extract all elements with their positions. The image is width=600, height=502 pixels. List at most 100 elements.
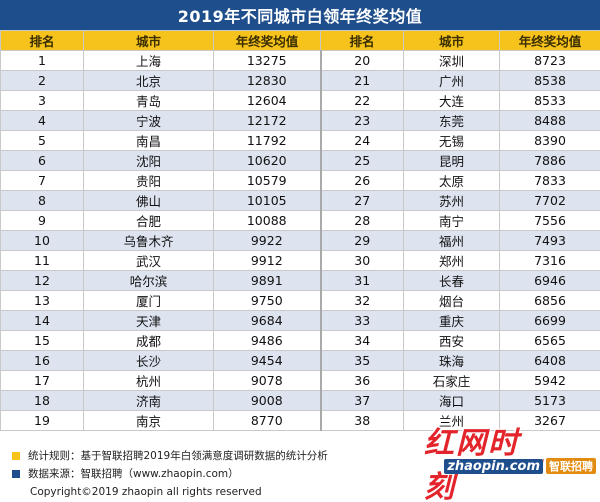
rank-cell-left: 15	[0, 330, 84, 351]
bonus-cell-left: 10579	[213, 170, 321, 191]
table-row: 5 南昌 11792 24 无锡 8390	[0, 130, 600, 151]
bonus-cell-right: 8533	[499, 90, 600, 111]
zhaopin-logo-cn: 智联招聘	[546, 458, 596, 474]
table-row: 1 上海 13275 20 深圳 8723	[0, 50, 600, 71]
bonus-cell-right: 5942	[499, 370, 600, 391]
blue-square-icon	[12, 469, 20, 478]
table-header-row: 排名 城市 年终奖均值 排名 城市 年终奖均值	[0, 30, 600, 51]
table-row: 19 南京 8770 38 兰州 3267	[0, 410, 600, 431]
table-row: 18 济南 9008 37 海口 5173	[0, 390, 600, 411]
bonus-cell-left: 10620	[213, 150, 321, 171]
rank-cell-left: 2	[0, 70, 84, 91]
header-bonus-right: 年终奖均值	[499, 30, 600, 51]
source-note-text: 数据来源：智联招聘（www.zhaopin.com）	[28, 468, 239, 480]
bonus-cell-right: 6699	[499, 310, 600, 331]
city-cell-right: 海口	[403, 390, 500, 411]
city-cell-left: 佛山	[83, 190, 214, 211]
rank-cell-right: 24	[319, 130, 404, 151]
copyright-text: Copyright©2019 zhaopin all rights reserv…	[30, 486, 262, 498]
rank-cell-left: 7	[0, 170, 84, 191]
table-row: 3 青岛 12604 22 大连 8533	[0, 90, 600, 111]
city-cell-left: 成都	[83, 330, 214, 351]
rank-cell-right: 22	[319, 90, 404, 111]
table-body: 1 上海 13275 20 深圳 8723 2 北京 12830 21 广州 8538 3 青岛 12604…	[0, 50, 600, 431]
bonus-cell-left: 9078	[213, 370, 321, 391]
bonus-cell-left: 9912	[213, 250, 321, 271]
table-row: 12 哈尔滨 9891 31 长春 6946	[0, 270, 600, 291]
city-cell-left: 沈阳	[83, 150, 214, 171]
city-cell-right: 大连	[403, 90, 500, 111]
city-cell-left: 武汉	[83, 250, 214, 271]
rank-cell-right: 20	[319, 50, 404, 71]
city-cell-left: 厦门	[83, 290, 214, 311]
bonus-ranking-table: 排名 城市 年终奖均值 排名 城市 年终奖均值 1 上海 13275 20 深圳 8723…	[0, 30, 600, 431]
yellow-square-icon	[12, 451, 20, 460]
table-row: 15 成都 9486 34 西安 6565	[0, 330, 600, 351]
bonus-cell-left: 13275	[213, 50, 321, 71]
bonus-cell-right: 7833	[499, 170, 600, 191]
city-cell-left: 杭州	[83, 370, 214, 391]
bonus-cell-left: 12172	[213, 110, 321, 131]
city-cell-right: 郑州	[403, 250, 500, 271]
bonus-cell-right: 7316	[499, 250, 600, 271]
table-row: 17 杭州 9078 36 石家庄 5942	[0, 370, 600, 391]
rank-cell-left: 17	[0, 370, 84, 391]
rank-cell-right: 21	[319, 70, 404, 91]
bonus-cell-right: 7886	[499, 150, 600, 171]
bonus-cell-left: 9922	[213, 230, 321, 251]
city-cell-left: 合肥	[83, 210, 214, 231]
bonus-cell-right: 7702	[499, 190, 600, 211]
city-cell-right: 苏州	[403, 190, 500, 211]
zhaopin-logo-en: zhaopin.com	[444, 459, 543, 474]
city-cell-left: 济南	[83, 390, 214, 411]
city-cell-right: 昆明	[403, 150, 500, 171]
city-cell-right: 西安	[403, 330, 500, 351]
city-cell-left: 哈尔滨	[83, 270, 214, 291]
rank-cell-right: 27	[319, 190, 404, 211]
rank-cell-right: 35	[319, 350, 404, 371]
city-cell-right: 长春	[403, 270, 500, 291]
rank-cell-left: 11	[0, 250, 84, 271]
city-cell-left: 南昌	[83, 130, 214, 151]
rank-cell-left: 12	[0, 270, 84, 291]
rank-cell-right: 23	[319, 110, 404, 131]
table-row: 4 宁波 12172 23 东莞 8488	[0, 110, 600, 131]
bonus-cell-left: 10088	[213, 210, 321, 231]
bonus-cell-right: 5173	[499, 390, 600, 411]
city-cell-right: 珠海	[403, 350, 500, 371]
table-row: 11 武汉 9912 30 郑州 7316	[0, 250, 600, 271]
bonus-cell-left: 9486	[213, 330, 321, 351]
rank-cell-right: 26	[319, 170, 404, 191]
rank-cell-left: 10	[0, 230, 84, 251]
source-note: 数据来源：智联招聘（www.zhaopin.com）	[12, 466, 239, 481]
rank-cell-left: 16	[0, 350, 84, 371]
rank-cell-right: 36	[319, 370, 404, 391]
table-row: 2 北京 12830 21 广州 8538	[0, 70, 600, 91]
rule-note-text: 统计规则：基于智联招聘2019年白领满意度调研数据的统计分析	[28, 450, 328, 462]
rank-cell-left: 3	[0, 90, 84, 111]
bonus-cell-right: 6856	[499, 290, 600, 311]
city-cell-right: 南宁	[403, 210, 500, 231]
table-row: 13 厦门 9750 32 烟台 6856	[0, 290, 600, 311]
city-cell-left: 宁波	[83, 110, 214, 131]
city-cell-right: 烟台	[403, 290, 500, 311]
rank-cell-left: 19	[0, 410, 84, 431]
rank-cell-right: 29	[319, 230, 404, 251]
bonus-cell-right: 7556	[499, 210, 600, 231]
city-cell-left: 长沙	[83, 350, 214, 371]
city-cell-right: 石家庄	[403, 370, 500, 391]
bonus-cell-right: 8538	[499, 70, 600, 91]
rank-cell-left: 14	[0, 310, 84, 331]
city-cell-left: 北京	[83, 70, 214, 91]
table-row: 9 合肥 10088 28 南宁 7556	[0, 210, 600, 231]
bonus-cell-left: 9454	[213, 350, 321, 371]
table-row: 7 贵阳 10579 26 太原 7833	[0, 170, 600, 191]
header-city-left: 城市	[83, 30, 214, 51]
bonus-cell-right: 8390	[499, 130, 600, 151]
bonus-cell-left: 11792	[213, 130, 321, 151]
bonus-cell-left: 8770	[213, 410, 321, 431]
city-cell-left: 青岛	[83, 90, 214, 111]
bonus-cell-left: 9008	[213, 390, 321, 411]
city-cell-right: 重庆	[403, 310, 500, 331]
table-row: 16 长沙 9454 35 珠海 6408	[0, 350, 600, 371]
